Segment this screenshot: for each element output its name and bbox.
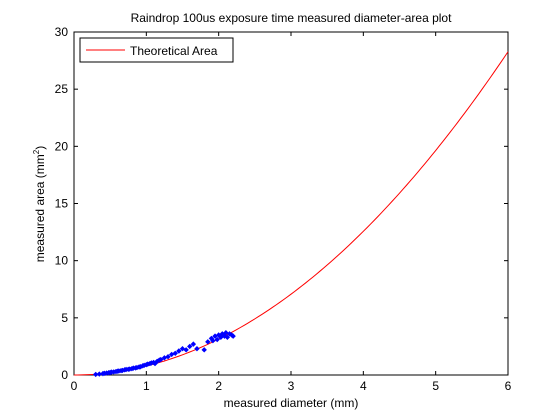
measured-point — [201, 347, 207, 353]
measured-point — [161, 355, 168, 361]
x-tick-label: 4 — [360, 379, 367, 393]
plot-content — [73, 51, 509, 378]
plot-area — [73, 31, 509, 376]
measured-point — [183, 347, 189, 353]
measured-points — [92, 329, 236, 378]
measured-point — [210, 337, 216, 344]
legend-label: Theoretical Area — [130, 44, 218, 58]
y-tick-label: 30 — [55, 25, 69, 39]
measured-point — [168, 351, 175, 358]
y-axis-label-superscript: 2 — [32, 149, 41, 154]
measured-point — [176, 348, 182, 354]
measured-point — [212, 333, 218, 339]
x-tick-label: 2 — [215, 379, 222, 393]
x-tick-label: 5 — [432, 379, 439, 393]
measured-point — [214, 336, 220, 343]
measured-point — [158, 356, 164, 363]
y-tick-label: 0 — [61, 368, 68, 382]
measured-point — [194, 345, 200, 352]
measured-point — [223, 329, 229, 336]
y-tick-label: 20 — [55, 139, 69, 153]
y-tick-label: 25 — [55, 82, 69, 96]
x-tick-labels: 0 1 2 3 4 5 6 — [71, 379, 512, 393]
measured-point — [179, 345, 186, 352]
x-tick-label: 1 — [143, 379, 150, 393]
x-tick-label: 3 — [288, 379, 295, 393]
measured-point — [218, 334, 224, 340]
measured-point — [230, 333, 236, 339]
y-tick-label: 5 — [61, 311, 68, 325]
measured-point — [165, 353, 171, 360]
y-axis-label-main: measured area (mm — [33, 154, 47, 262]
x-tick-label: 6 — [505, 379, 512, 393]
x-tick-label: 0 — [71, 379, 78, 393]
measured-point — [190, 341, 197, 347]
x-axis-label: measured diameter (mm) — [224, 396, 359, 410]
chart-title: Raindrop 100us exposure time measured di… — [131, 11, 453, 25]
y-axis-label-close: ) — [33, 146, 47, 150]
measured-point — [205, 339, 211, 345]
measured-point — [172, 350, 178, 356]
legend: Theoretical Area — [79, 37, 234, 63]
measured-point — [224, 334, 231, 340]
y-tick-label: 15 — [55, 197, 69, 211]
y-tick-label: 10 — [55, 254, 69, 268]
measured-point — [187, 343, 193, 350]
y-axis-label: measured area (mm2) — [32, 146, 47, 263]
y-tick-labels: 0 5 10 15 20 25 30 — [55, 25, 69, 382]
